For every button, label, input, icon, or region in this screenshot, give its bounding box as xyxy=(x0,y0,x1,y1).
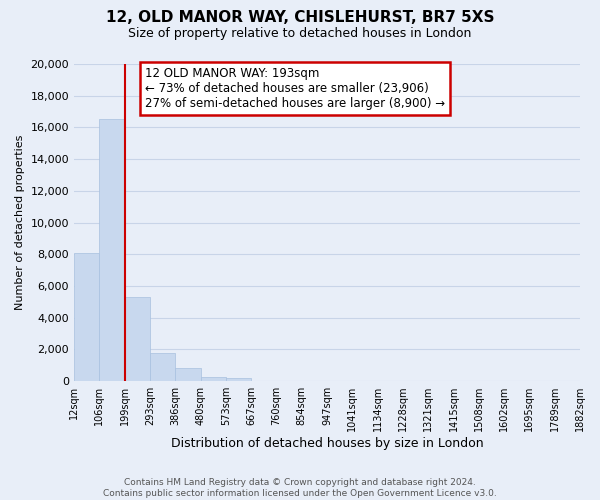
Bar xyxy=(200,377,226,381)
Bar xyxy=(74,252,100,381)
Bar xyxy=(150,354,175,381)
Bar xyxy=(175,368,200,381)
Bar xyxy=(226,378,251,381)
Text: Contains HM Land Registry data © Crown copyright and database right 2024.
Contai: Contains HM Land Registry data © Crown c… xyxy=(103,478,497,498)
X-axis label: Distribution of detached houses by size in London: Distribution of detached houses by size … xyxy=(171,437,484,450)
Bar xyxy=(100,120,125,381)
Bar xyxy=(125,297,150,381)
Y-axis label: Number of detached properties: Number of detached properties xyxy=(15,135,25,310)
Text: 12, OLD MANOR WAY, CHISLEHURST, BR7 5XS: 12, OLD MANOR WAY, CHISLEHURST, BR7 5XS xyxy=(106,10,494,25)
Text: 12 OLD MANOR WAY: 193sqm
← 73% of detached houses are smaller (23,906)
27% of se: 12 OLD MANOR WAY: 193sqm ← 73% of detach… xyxy=(145,67,445,110)
Text: Size of property relative to detached houses in London: Size of property relative to detached ho… xyxy=(128,28,472,40)
